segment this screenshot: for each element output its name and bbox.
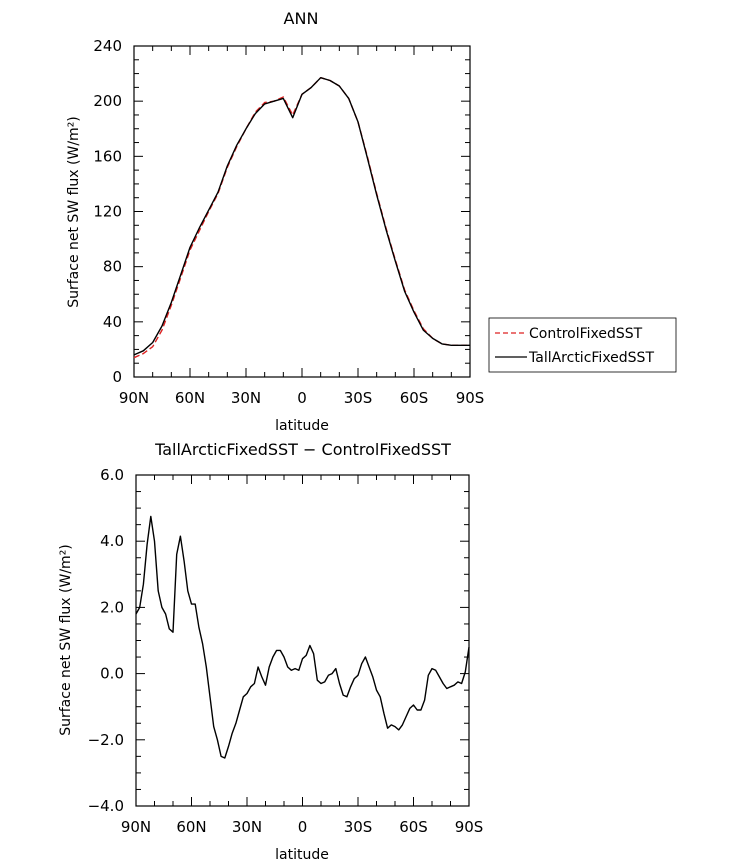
x-tick-label: 60S xyxy=(399,818,428,836)
y-tick-label: 120 xyxy=(93,203,122,221)
top-x-axis-label: latitude xyxy=(275,418,329,434)
top-y-axis-label: Surface net SW flux (W/m²) xyxy=(66,116,82,308)
series-line-tallarcticfixedsst xyxy=(133,76,470,356)
bottom-series xyxy=(135,515,470,759)
x-tick-label: 90N xyxy=(121,818,151,836)
y-tick-label: −4.0 xyxy=(88,797,124,815)
x-tick-label: 0 xyxy=(298,818,308,836)
y-tick-label: 4.0 xyxy=(100,532,124,550)
bottom-y-tick-labels: −4.0 −2.0 0.0 2.0 4.0 6.0 xyxy=(88,466,124,815)
top-chart-title: ANN xyxy=(284,9,319,28)
y-tick-label: 240 xyxy=(93,37,122,55)
y-tick-label: 0 xyxy=(112,368,122,386)
y-tick-label: 160 xyxy=(93,147,122,165)
x-tick-label: 60N xyxy=(175,389,205,407)
bottom-plot-frame xyxy=(135,474,470,807)
x-tick-label: 30N xyxy=(232,818,262,836)
y-tick-label: 80 xyxy=(103,258,122,276)
x-tick-label: 90N xyxy=(119,389,149,407)
bottom-x-axis-label: latitude xyxy=(275,847,329,863)
legend-entry-control: ControlFixedSST xyxy=(529,326,643,342)
y-tick-label: 0.0 xyxy=(100,665,124,683)
legend-box xyxy=(488,317,677,373)
bottom-y-axis-label: Surface net SW flux (W/m²) xyxy=(58,544,74,736)
legend-entry-tallarctic: TallArcticFixedSST xyxy=(528,350,654,366)
y-tick-label: 200 xyxy=(93,92,122,110)
top-ticks xyxy=(133,45,471,378)
x-tick-label: 0 xyxy=(297,389,307,407)
top-y-tick-labels: 0 40 80 120 160 200 240 xyxy=(93,37,122,386)
x-tick-label: 90S xyxy=(456,389,485,407)
bottom-ticks xyxy=(135,474,470,807)
legend: ControlFixedSST TallArcticFixedSST xyxy=(488,317,677,373)
bottom-x-tick-labels: 90N 60N 30N 0 30S 60S 90S xyxy=(121,818,483,836)
y-tick-label: 40 xyxy=(103,313,122,331)
top-panel: ANN 90N 60N 30N 0 30S 60S 90S 0 40 80 120 160 200 24… xyxy=(66,9,677,434)
x-tick-label: 60N xyxy=(176,818,206,836)
y-tick-label: 2.0 xyxy=(100,598,124,616)
x-tick-label: 90S xyxy=(455,818,484,836)
bottom-panel: TallArcticFixedSST − ControlFixedSST 90N… xyxy=(58,440,483,863)
x-tick-label: 30S xyxy=(344,818,373,836)
bottom-chart-title: TallArcticFixedSST − ControlFixedSST xyxy=(154,440,451,459)
top-x-tick-labels: 90N 60N 30N 0 30S 60S 90S xyxy=(119,389,484,407)
x-tick-label: 30S xyxy=(344,389,373,407)
x-tick-label: 60S xyxy=(400,389,429,407)
x-tick-label: 30N xyxy=(231,389,261,407)
y-tick-label: 6.0 xyxy=(100,466,124,484)
y-tick-label: −2.0 xyxy=(88,731,124,749)
series-line-difference xyxy=(135,515,470,759)
top-series xyxy=(133,76,470,359)
series-line-controlfixedsst xyxy=(133,76,470,359)
